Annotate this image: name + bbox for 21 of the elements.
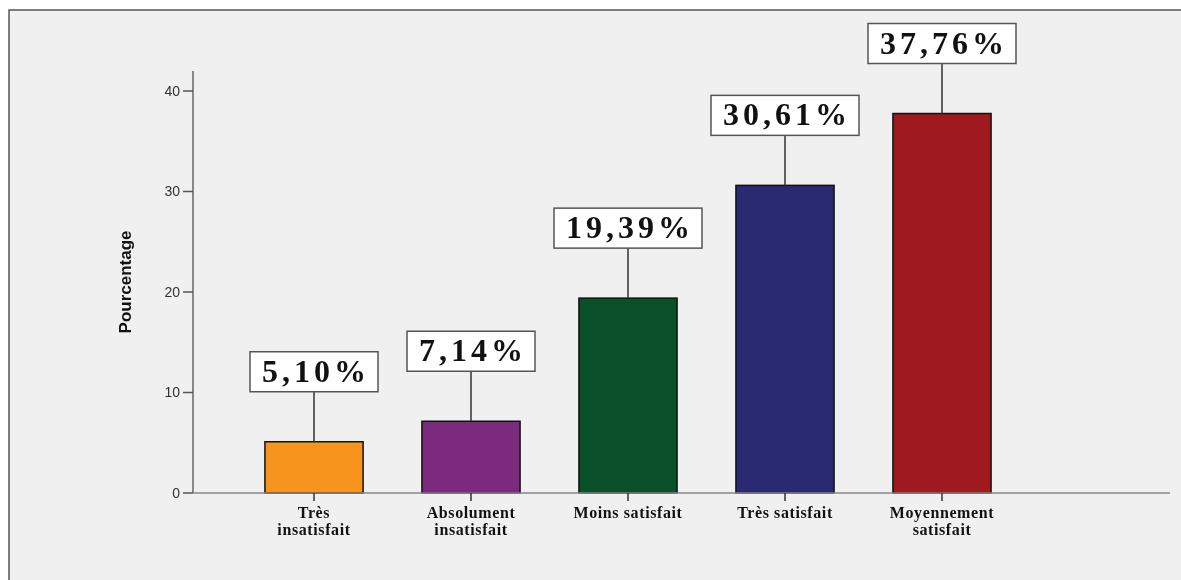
bar	[892, 112, 992, 494]
x-tick-label: Absolument insatisfait	[426, 504, 516, 538]
data-label: 19,39%	[566, 209, 694, 246]
data-label: 5,10%	[262, 352, 370, 389]
y-tick-label: 10	[164, 384, 181, 401]
bar	[421, 420, 521, 494]
bar	[735, 184, 835, 494]
y-axis-title: Pourcentage	[116, 230, 135, 334]
x-tick-label: Très insatisfait	[277, 504, 351, 538]
bar	[578, 297, 678, 494]
data-label: 37,76%	[880, 24, 1008, 61]
data-label: 30,61%	[723, 96, 851, 133]
y-tick-label: 40	[164, 82, 181, 99]
x-tick-label: Moyennement satisfait	[889, 504, 995, 538]
x-tick-label: Très satisfait	[737, 504, 833, 521]
bar	[264, 441, 364, 494]
x-tick-label: Moins satisfait	[573, 504, 683, 521]
data-label: 7,14%	[419, 332, 527, 369]
y-tick-label: 20	[164, 283, 181, 300]
y-tick-label: 0	[172, 484, 181, 501]
y-tick-label: 30	[164, 183, 181, 200]
